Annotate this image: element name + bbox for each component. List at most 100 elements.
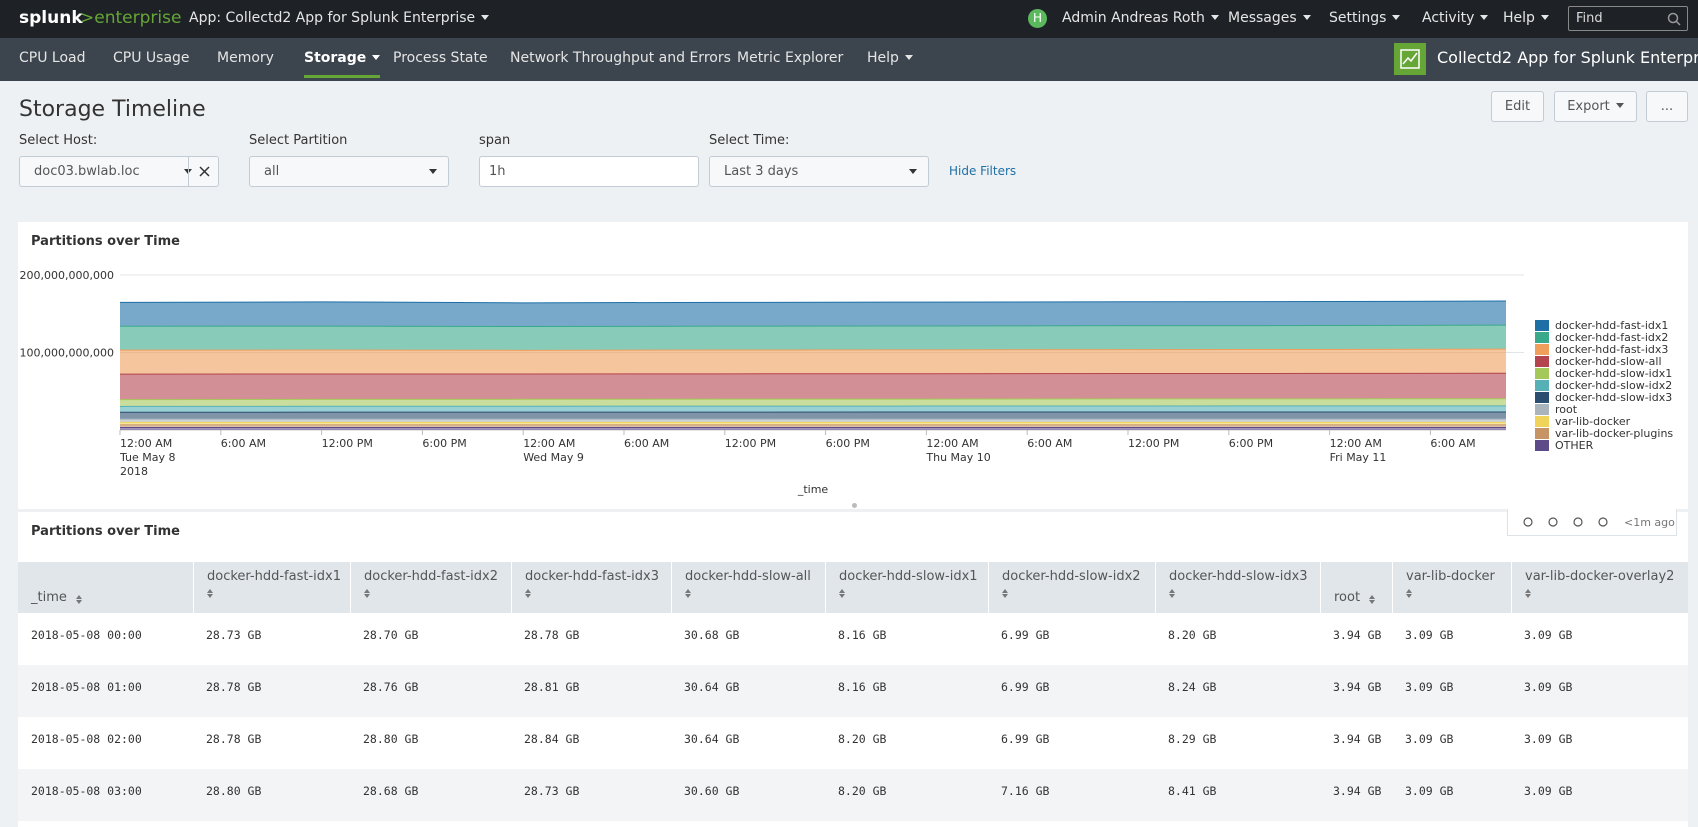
area-line	[119, 300, 1507, 304]
column-header[interactable]: root	[1320, 562, 1392, 613]
table-cell: 8.20 GB	[838, 784, 887, 798]
search-box[interactable]: Find	[1568, 6, 1688, 31]
app-menu[interactable]: App: Collectd2 App for Splunk Enterprise	[189, 10, 489, 26]
x-tick-label: 12:00 AM Fri May 11	[1329, 437, 1387, 464]
column-header[interactable]: docker-hdd-fast-idx1	[193, 562, 350, 613]
clear-button[interactable]	[188, 156, 220, 187]
table-cell: 8.16 GB	[838, 628, 887, 642]
legend-label: docker-hdd-slow-all	[1555, 355, 1662, 368]
legend-label: docker-hdd-slow-idx3	[1555, 391, 1672, 404]
column-header-label: _time	[31, 590, 67, 605]
tool-icon[interactable]	[1572, 516, 1584, 528]
top-menu[interactable]: Activity	[1422, 10, 1488, 26]
x-axis-title: _time	[797, 483, 829, 496]
area	[120, 419, 1506, 423]
user-badge: H	[1028, 9, 1047, 28]
tool-icon[interactable]	[1547, 516, 1559, 528]
nav-item[interactable]: Network Throughput and Errors	[510, 50, 731, 66]
filter-label: Select Time:	[709, 133, 790, 148]
legend-label: docker-hdd-slow-idx1	[1555, 367, 1672, 380]
top-menu[interactable]: Help	[1503, 10, 1549, 26]
table-cell: 3.09 GB	[1524, 784, 1573, 798]
column-header[interactable]: var-lib-docker-overlay2	[1511, 562, 1688, 613]
table-cell: 2018-05-08 01:00	[31, 680, 142, 694]
area-line	[119, 398, 1507, 401]
table-cell: 28.81 GB	[524, 680, 580, 694]
column-header[interactable]: docker-hdd-slow-all	[671, 562, 825, 613]
column-header-label: docker-hdd-slow-idx2	[1002, 569, 1141, 584]
table-cell: 28.78 GB	[206, 732, 262, 746]
filter-input[interactable]: Last 3 days	[709, 156, 929, 187]
tool-icon-shape	[1573, 517, 1583, 527]
column-header[interactable]: docker-hdd-slow-idx2	[988, 562, 1155, 613]
user-menu[interactable]: Admin Andreas Roth	[1062, 10, 1219, 26]
hide-filters[interactable]: Hide Filters	[949, 164, 1017, 178]
column-header[interactable]: docker-hdd-slow-idx3	[1155, 562, 1320, 613]
sort-icon	[839, 589, 845, 598]
legend-label: docker-hdd-fast-idx3	[1555, 343, 1668, 356]
brand: splunk	[19, 8, 83, 28]
header-button[interactable]: Export	[1554, 91, 1637, 122]
filter-input[interactable]: doc03.bwlab.loc	[19, 156, 219, 187]
column-header[interactable]: var-lib-docker	[1392, 562, 1511, 613]
nav-item[interactable]: Memory	[217, 50, 274, 66]
column-header[interactable]: docker-hdd-fast-idx2	[350, 562, 511, 613]
top-menu[interactable]: Settings	[1329, 10, 1400, 26]
x-tick-label: 6:00 AM	[220, 437, 267, 450]
table-cell: 28.78 GB	[524, 628, 580, 642]
column-header[interactable]: _time	[18, 562, 193, 613]
nav-item[interactable]: Help	[867, 50, 913, 66]
x-tick-label: 6:00 PM	[1228, 437, 1274, 450]
nav-item[interactable]: CPU Load	[19, 50, 86, 66]
area	[120, 427, 1506, 430]
filter-input[interactable]: all	[249, 156, 449, 187]
table-cell: 3.09 GB	[1524, 680, 1573, 694]
column-header-label: docker-hdd-slow-idx1	[839, 569, 978, 584]
panel-tools: <1m ago	[1507, 509, 1677, 536]
area	[120, 424, 1506, 428]
table-cell: 3.94 GB	[1333, 628, 1382, 642]
sort-icon	[685, 589, 691, 598]
nav-item[interactable]: Metric Explorer	[737, 50, 844, 66]
search-placeholder: Find	[1576, 11, 1603, 26]
table-row	[18, 613, 1688, 665]
tool-icon-shape	[1523, 517, 1533, 527]
nav-item[interactable]: Storage	[304, 50, 381, 78]
table-cell: 3.09 GB	[1524, 732, 1573, 746]
table-cell: 6.99 GB	[1001, 628, 1050, 642]
top-bar: splunk >enterprise App: Collectd2 App for …	[0, 0, 1698, 38]
nav-item[interactable]: CPU Usage	[113, 50, 190, 66]
y-tick-label: 200,000,000,000	[20, 269, 114, 282]
panel-title: Partitions over Time	[31, 524, 180, 539]
legend-swatch	[1535, 440, 1549, 451]
area-line	[119, 405, 1507, 407]
search-icon-handle	[1675, 20, 1681, 26]
table-cell: 6.99 GB	[1001, 732, 1050, 746]
column-header[interactable]: docker-hdd-fast-idx3	[511, 562, 671, 613]
table-cell: 3.09 GB	[1405, 680, 1454, 694]
column-header-label: docker-hdd-fast-idx2	[364, 569, 498, 584]
filter-input[interactable]: 1h	[479, 156, 699, 187]
top-menu[interactable]: Messages	[1228, 10, 1311, 26]
column-header[interactable]: docker-hdd-slow-idx1	[825, 562, 988, 613]
legend-label: var-lib-docker-plugins	[1555, 427, 1673, 440]
table-cell: 8.41 GB	[1168, 784, 1217, 798]
table-cell: 28.73 GB	[524, 784, 580, 798]
header-button[interactable]: ...	[1646, 91, 1688, 122]
tool-icon-shape	[1598, 517, 1608, 527]
header-button[interactable]: Edit	[1491, 91, 1544, 122]
app-title: Collectd2 App for Splunk Enterprise	[1437, 48, 1698, 67]
resize-handle	[852, 503, 857, 508]
dashboard-title: Storage Timeline	[19, 97, 206, 122]
panel-title: Partitions over Time	[31, 234, 180, 249]
table-cell: 8.29 GB	[1168, 732, 1217, 746]
y-tick-label: 100,000,000,000	[20, 347, 114, 360]
tool-icon[interactable]	[1597, 516, 1609, 528]
legend-swatch	[1535, 380, 1549, 391]
table-row	[18, 717, 1688, 769]
tool-icon[interactable]	[1522, 516, 1534, 528]
table-cell: 8.24 GB	[1168, 680, 1217, 694]
nav-item[interactable]: Process State	[393, 50, 488, 66]
legend-swatch	[1535, 368, 1549, 379]
table-cell: 3.09 GB	[1405, 732, 1454, 746]
